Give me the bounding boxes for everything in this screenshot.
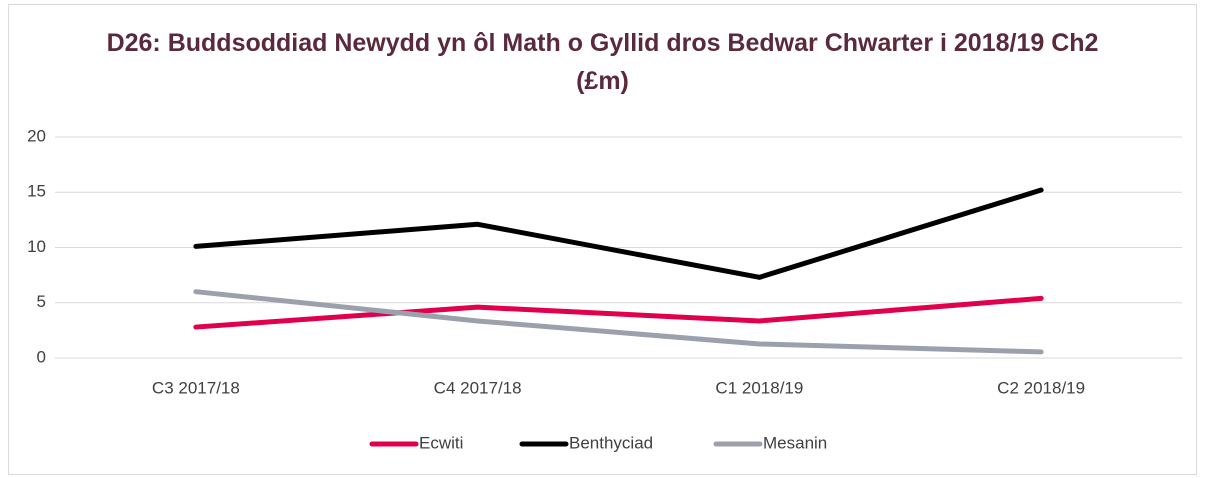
x-tick-label: C2 2018/19 xyxy=(997,378,1085,397)
chart-border xyxy=(8,4,1197,475)
x-tick-label: C3 2017/18 xyxy=(152,378,240,397)
legend-label: Ecwiti xyxy=(419,433,463,452)
y-tick-label: 20 xyxy=(27,126,46,145)
series-line xyxy=(193,187,1044,280)
series-line xyxy=(193,289,1044,355)
chart-title: D26: Buddsoddiad Newydd yn ôl Math o Gyl… xyxy=(106,29,1099,95)
y-tick-label: 15 xyxy=(27,182,46,201)
legend-label: Mesanin xyxy=(763,433,827,452)
series-line xyxy=(193,295,1044,330)
x-tick-label: C1 2018/19 xyxy=(715,378,803,397)
x-tick-label: C4 2017/18 xyxy=(434,378,522,397)
legend-label: Benthyciad xyxy=(569,433,653,452)
y-tick-label: 5 xyxy=(37,292,46,311)
y-tick-label: 10 xyxy=(27,237,46,256)
y-tick-label: 0 xyxy=(37,347,46,366)
